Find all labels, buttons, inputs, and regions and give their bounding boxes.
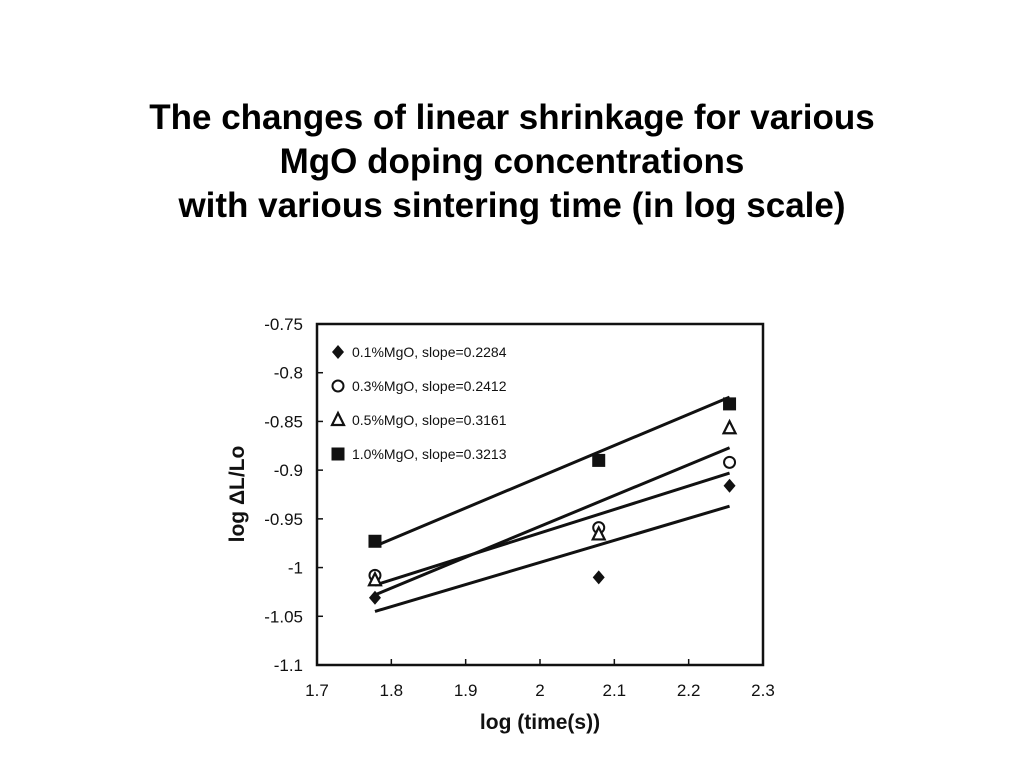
data-point-circle xyxy=(723,455,737,469)
x-axis-title: log (time(s)) xyxy=(480,711,600,734)
fit-line-square xyxy=(374,395,731,548)
data-point-triangle xyxy=(367,570,383,587)
legend-marker-circle xyxy=(331,379,345,393)
data-point-diamond xyxy=(368,590,381,605)
fit-line-circle xyxy=(374,471,731,587)
y-tick-label: -1.05 xyxy=(264,607,303,626)
fit-line-diamond xyxy=(374,504,730,613)
y-axis-title: log ΔL/Lo xyxy=(226,446,249,543)
x-tick-label: 2.3 xyxy=(751,681,775,700)
y-tick-label: -1.1 xyxy=(274,656,303,675)
shrinkage-chart: -0.75-0.8-0.85-0.9-0.95-1-1.05-1.1 1.7 1.… xyxy=(226,315,775,734)
data-markers xyxy=(367,397,738,605)
y-tick-label: -1 xyxy=(288,559,303,578)
data-point-diamond xyxy=(723,478,736,493)
plot-frame xyxy=(315,322,765,667)
title-line-1: The changes of linear shrinkage for vari… xyxy=(149,98,875,137)
y-tick-label: -0.8 xyxy=(274,364,303,383)
legend-label: 0.3%MgO, slope=0.2412 xyxy=(352,378,507,394)
legend-label: 0.5%MgO, slope=0.3161 xyxy=(352,412,507,428)
y-tick-label: -0.9 xyxy=(274,461,303,480)
x-axis: 1.7 1.8 1.9 2 2.1 2.2 2.3 xyxy=(305,659,775,700)
title-line-2: MgO doping concentrations xyxy=(279,142,745,181)
legend-marker-diamond xyxy=(332,345,344,359)
x-tick-label: 1.9 xyxy=(454,681,478,700)
legend-label: 0.1%MgO, slope=0.2284 xyxy=(352,344,507,360)
data-point-triangle xyxy=(721,418,738,435)
legend-marker-triangle xyxy=(330,410,346,427)
y-tick-label: -0.85 xyxy=(264,412,303,431)
x-tick-label: 2 xyxy=(535,681,544,700)
data-point-triangle xyxy=(590,524,607,541)
data-point-square xyxy=(723,397,737,411)
fit-lines xyxy=(374,395,731,613)
y-tick-label: -0.95 xyxy=(264,510,303,529)
data-point-square xyxy=(592,453,606,467)
legend-label: 1.0%MgO, slope=0.3213 xyxy=(352,446,507,462)
y-tick-label: -0.75 xyxy=(264,315,303,334)
title-line-3: with various sintering time (in log scal… xyxy=(178,186,846,225)
x-tick-label: 1.8 xyxy=(380,681,404,700)
x-tick-label: 2.2 xyxy=(677,681,701,700)
y-axis: -0.75 -0.8 -0.85 -0.9 -0.95 -1 -1.05 -1.1 xyxy=(264,315,323,675)
slide-title: The changes of linear shrinkage for vari… xyxy=(0,96,1024,228)
legend: 0.1%MgO, slope=0.2284 0.3%MgO, slope=0.24… xyxy=(330,344,507,462)
fit-line-triangle xyxy=(374,446,731,597)
data-point-diamond xyxy=(592,570,605,585)
legend-marker-square xyxy=(331,447,345,461)
x-tick-label: 1.7 xyxy=(305,681,329,700)
data-point-square xyxy=(368,534,382,548)
x-tick-label: 2.1 xyxy=(603,681,627,700)
